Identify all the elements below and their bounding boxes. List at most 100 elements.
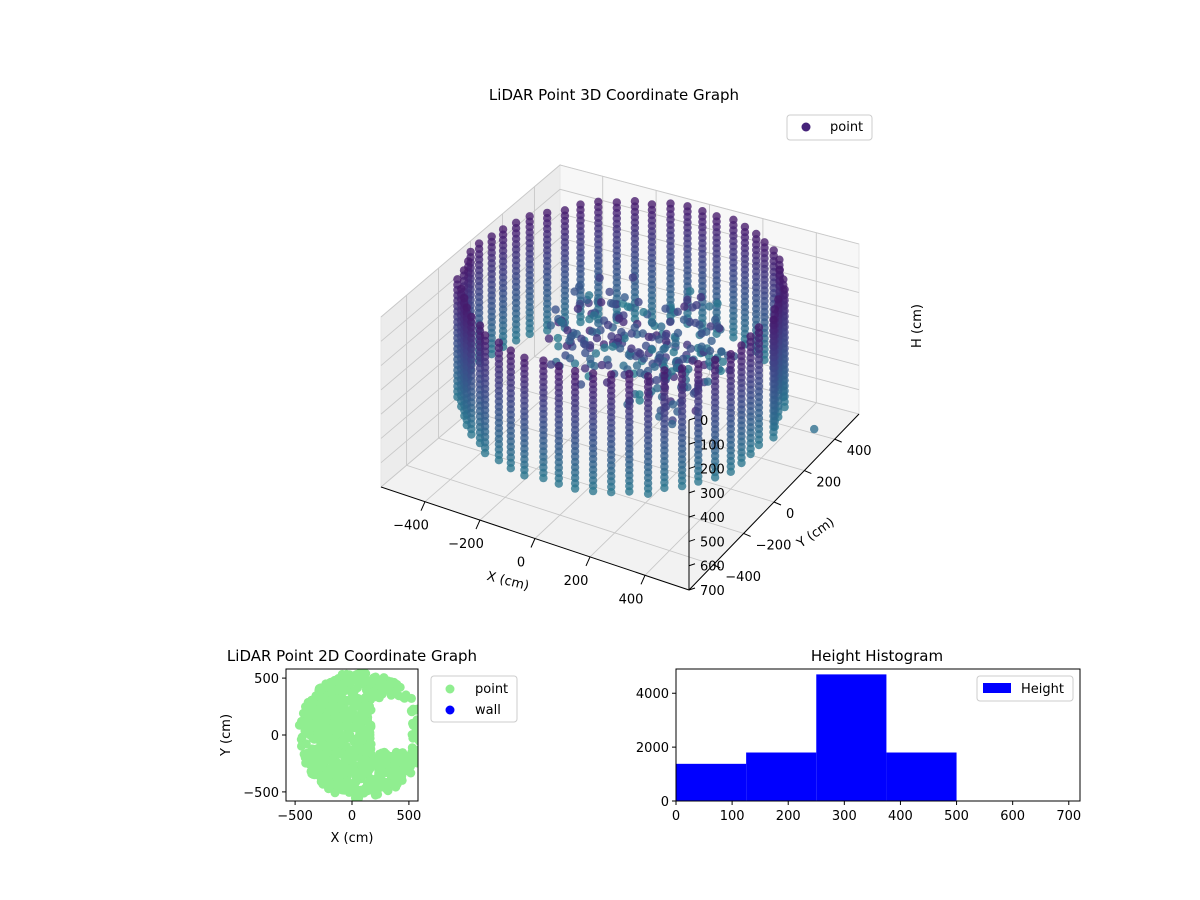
chart-2d-points <box>294 669 428 801</box>
chart-3d-point-456 <box>648 318 657 328</box>
chart-2d-point-675 <box>340 763 350 773</box>
chart-2d-point-213 <box>297 741 306 751</box>
chart-histogram-bar-3 <box>886 752 957 801</box>
chart-2d-point-652 <box>376 750 386 760</box>
chart-3d-point-829 <box>641 341 651 350</box>
chart-2d-point-639 <box>330 762 340 772</box>
chart-3d-ytick-label-1: −200 <box>756 538 792 553</box>
chart-3d-legend: point <box>786 114 873 141</box>
chart-3d-axes: −400 −200 0 200 400 −400 −200 0 200 400 0 100 200 300… <box>380 413 872 607</box>
chart-2d-point-686 <box>360 676 370 686</box>
chart-3d-point-948 <box>600 343 609 352</box>
chart-histogram-bar-1 <box>746 752 817 801</box>
chart-3d-point-845 <box>620 334 629 343</box>
chart-3d-point-996 <box>591 349 601 358</box>
chart-3d-legend-marker <box>801 122 811 132</box>
chart-3d-point-1272 <box>467 430 476 439</box>
chart-3d-ztick-label-5: 500 <box>700 535 725 550</box>
chart-3d-ztick-6 <box>688 563 696 567</box>
chart-3d-point-724 <box>769 433 778 442</box>
chart-3d-point-1019 <box>546 360 556 369</box>
chart-2d-legend-label-point: point <box>475 682 508 697</box>
chart-3d-ztick-5 <box>688 538 696 542</box>
chart-3d-point-444 <box>707 336 716 346</box>
chart-3d-point-1010 <box>608 342 617 351</box>
chart-3d-ztick-2 <box>688 466 696 470</box>
chart-3d-ytick-label-4: 400 <box>847 444 872 459</box>
chart-2d-point-729 <box>326 738 336 748</box>
chart-2d-point-644 <box>340 714 350 723</box>
chart-3d-point-1433 <box>494 456 504 465</box>
chart-3d-ztick-4 <box>688 514 696 518</box>
chart-3d-point-643 <box>661 304 670 313</box>
chart-3d-point-779 <box>589 311 599 320</box>
chart-2d-legend-marker-wall <box>445 705 455 715</box>
chart-2d-point-744 <box>307 766 316 776</box>
chart-2d-point-536 <box>316 777 326 787</box>
chart-3d-ytick-label-2: 0 <box>786 507 794 522</box>
chart-2d-legend-label-wall: wall <box>475 703 501 718</box>
chart-2d-ylabel: Y (cm) <box>219 714 234 757</box>
chart-3d-point-517 <box>595 273 604 283</box>
chart-3d-point-762 <box>703 377 713 386</box>
chart-2d-point-640 <box>398 692 408 702</box>
chart-3d-point-861 <box>553 333 563 343</box>
chart-3d-point-828 <box>754 440 764 450</box>
chart-2d-point-664 <box>370 790 380 800</box>
chart-histogram: Height Histogram 0 100 200 300 400 500 600 7000… <box>636 647 1081 824</box>
chart-2d-legend: point wall <box>430 675 518 723</box>
chart-3d-point-947 <box>554 342 563 351</box>
chart-3d-point-1018 <box>667 419 677 429</box>
chart-2d-point-701 <box>407 754 417 764</box>
chart-3d-point-480 <box>525 329 534 339</box>
chart-3d-point-588 <box>717 347 726 356</box>
chart-3d-point-670 <box>592 334 602 343</box>
chart-3d-point-927 <box>668 400 678 409</box>
chart-2d-point-558 <box>324 769 334 779</box>
chart-3d-point-853 <box>661 331 670 341</box>
chart-2d-point-737 <box>306 759 316 769</box>
chart-2d-point-736 <box>331 770 341 780</box>
chart-2d-legend-marker-point <box>445 684 455 694</box>
chart-2d-point-712 <box>313 764 323 774</box>
chart-2d-point-677 <box>392 679 402 689</box>
chart-2d-point-679 <box>351 767 361 777</box>
chart-3d-point-451 <box>686 287 695 296</box>
chart-3d-ztick-1 <box>688 441 696 445</box>
chart-2d-ytick-label-2: 500 <box>254 672 279 687</box>
chart-3d: LiDAR Point 3D Coordinate Graph −400 −200… <box>380 86 925 607</box>
chart-3d-xaxis-line <box>380 486 690 591</box>
chart-2d-point-386 <box>314 684 324 693</box>
chart-histogram-xtick-label-1: 100 <box>720 809 745 824</box>
chart-3d-ztick-label-7: 700 <box>700 584 725 599</box>
chart-2d-point-662 <box>301 724 311 734</box>
chart-2d-point-646 <box>328 705 338 715</box>
chart-3d-point-518 <box>605 287 614 297</box>
chart-histogram-legend-swatch <box>983 683 1011 693</box>
chart-3d-point-1295 <box>643 489 653 498</box>
chart-histogram-title: Height Histogram <box>811 647 943 665</box>
chart-3d-ytick-3 <box>804 470 812 475</box>
chart-2d-point-650 <box>353 745 363 755</box>
chart-2d-point-528 <box>361 669 371 678</box>
chart-2d-xtick-label-1: 0 <box>348 809 356 824</box>
chart-2d-point-738 <box>342 730 352 740</box>
chart-2d-point-489 <box>406 706 416 716</box>
chart-3d-ylabel: Y (cm) <box>794 515 838 552</box>
chart-2d-point-348 <box>379 673 389 683</box>
chart-2d-point-683 <box>362 765 371 775</box>
chart-3d-ztick-3 <box>688 490 696 494</box>
chart-2d-point-728 <box>389 760 399 770</box>
chart-3d-point-1065 <box>726 467 735 476</box>
chart-2d-point-746 <box>396 766 406 776</box>
chart-3d-point-687 <box>697 329 706 338</box>
chart-3d-ytick-1 <box>743 532 751 537</box>
chart-histogram-bar-0 <box>676 763 747 801</box>
chart-3d-point-930 <box>647 345 657 354</box>
chart-2d-point-697 <box>335 738 345 748</box>
chart-3d-point-772 <box>686 344 695 353</box>
chart-3d-point-685 <box>679 315 689 324</box>
chart-2d-point-359 <box>419 732 428 741</box>
chart-3d-point-691 <box>673 328 683 338</box>
